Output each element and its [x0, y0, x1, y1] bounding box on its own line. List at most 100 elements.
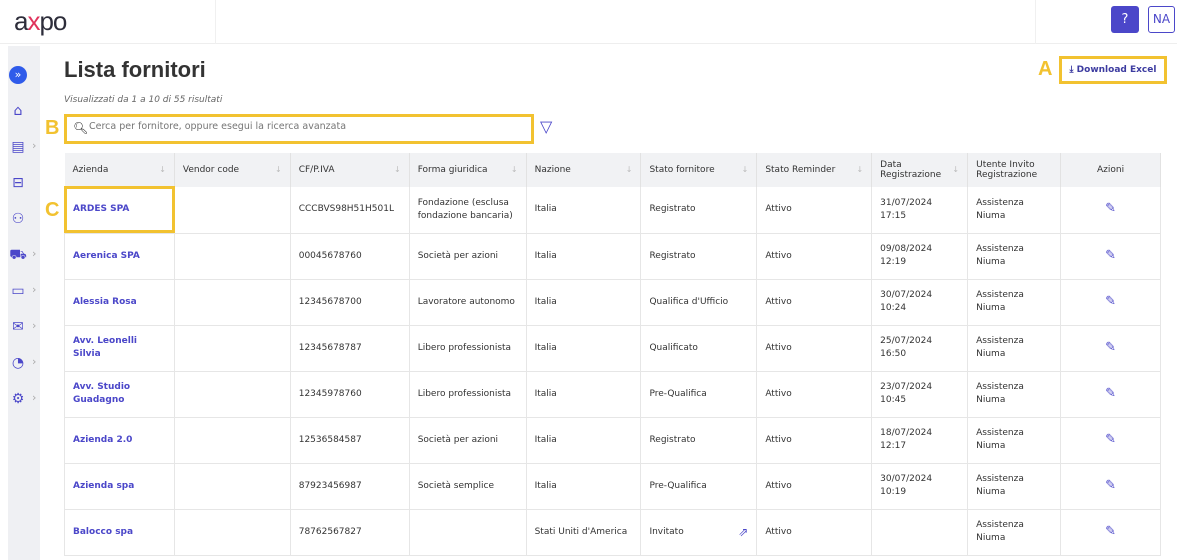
search-input[interactable] [89, 121, 519, 132]
sidebar-item-mail[interactable]: ✉ › [8, 314, 48, 342]
edit-icon[interactable]: ✎ [1105, 477, 1116, 493]
cell-actions: ✎ [1060, 279, 1161, 326]
utente-value: Assistenza Niuma [976, 290, 1024, 313]
sort-icon[interactable]: ↓ [625, 165, 633, 174]
cell-azienda[interactable]: Avv. Leonelli Silvia [64, 325, 175, 372]
column-header[interactable]: Stato Reminder ↓ [756, 153, 873, 187]
cell-cf: 12345678787 [290, 325, 410, 372]
cell-data [871, 509, 969, 556]
cell-cf: 78762567827 [290, 509, 410, 556]
sort-icon[interactable]: ↓ [510, 165, 518, 174]
cf-value: 78762567827 [298, 526, 362, 537]
reminder-value: Attivo [765, 434, 792, 445]
column-header[interactable]: Forma giuridica ↓ [409, 153, 527, 187]
azienda-value[interactable]: Azienda spa [73, 480, 135, 491]
column-header[interactable]: Azienda ↓ [64, 153, 175, 187]
sidebar-item-reports[interactable]: ◔ › [8, 350, 48, 378]
cell-data: 25/07/2024 16:50 [871, 325, 969, 372]
data-value: 30/07/2024 10:19 [880, 474, 933, 497]
column-header[interactable]: Nazione ↓ [526, 153, 642, 187]
sort-icon[interactable]: ↓ [159, 165, 166, 174]
cell-actions: ✎ [1060, 187, 1161, 234]
column-header-label: Forma giuridica [417, 165, 488, 175]
forma-value: Società per azioni [417, 250, 499, 261]
sidebar-item-home[interactable]: ⌂ [8, 98, 48, 126]
user-avatar-button[interactable]: NA [1148, 6, 1175, 33]
edit-icon[interactable]: ✎ [1105, 523, 1116, 539]
column-header[interactable]: Data Registrazione ↓ [871, 153, 969, 187]
sort-icon[interactable]: ↓ [275, 165, 282, 174]
sort-icon[interactable]: ↓ [393, 165, 401, 174]
sort-icon[interactable]: ↓ [952, 165, 960, 174]
cell-azienda[interactable]: Aerenica SPA [64, 233, 175, 280]
stato-value: Registrato [649, 250, 696, 261]
column-header-label: Data Registrazione [880, 160, 942, 180]
stato-value: Pre-Qualifica [649, 480, 707, 491]
edit-icon[interactable]: ✎ [1105, 385, 1116, 401]
users-icon: ⚇ [11, 211, 25, 227]
azienda-value[interactable]: Azienda 2.0 [73, 434, 133, 445]
edit-icon[interactable]: ✎ [1105, 201, 1116, 217]
azienda-value[interactable]: Aerenica SPA [73, 250, 140, 261]
column-header[interactable]: Azioni [1060, 153, 1161, 187]
axpo-logo[interactable]: axpo [14, 6, 67, 36]
download-icon: ⤓ [1069, 65, 1077, 75]
cell-azienda[interactable]: ARDES SPA [64, 187, 175, 234]
sidebar-item-suppliers[interactable]: ⛟ › [8, 242, 48, 270]
reminder-value: Attivo [765, 388, 792, 399]
cell-data: 09/08/2024 12:19 [871, 233, 969, 280]
annotation-label-b: B [45, 117, 60, 139]
cell-actions: ✎ [1060, 417, 1161, 464]
column-header[interactable]: Stato fornitore ↓ [640, 153, 758, 187]
edit-icon[interactable]: ✎ [1105, 293, 1116, 309]
cell-utente: Assistenza Niuma [967, 187, 1062, 234]
download-excel-button[interactable]: ⤓ Download Excel [1059, 56, 1167, 84]
azienda-value[interactable]: Balocco spa [73, 526, 134, 537]
sidebar-expand[interactable]: » [8, 62, 48, 90]
azienda-value[interactable]: ARDES SPA [73, 204, 130, 215]
sidebar-item-folder[interactable]: ▭ › [8, 278, 48, 306]
data-value: 30/07/2024 10:24 [880, 290, 933, 313]
cell-utente: Assistenza Niuma [967, 417, 1062, 464]
stato-value: Qualificato [649, 342, 698, 353]
cell-reminder: Attivo [756, 509, 873, 556]
reminder-value: Attivo [765, 342, 792, 353]
edit-icon[interactable]: ✎ [1105, 247, 1116, 263]
cell-azienda[interactable]: Avv. Studio Guadagno [64, 371, 175, 418]
edit-icon[interactable]: ✎ [1105, 431, 1116, 447]
sidebar-item-settings[interactable]: ⚙ › [8, 386, 48, 414]
cell-forma [409, 509, 527, 556]
cell-actions: ✎ [1060, 325, 1161, 372]
filter-icon[interactable]: ▽ [540, 117, 553, 136]
azienda-value[interactable]: Alessia Rosa [73, 296, 137, 307]
sidebar-item-users[interactable]: ⚇ [8, 206, 48, 234]
sidebar-item-profile[interactable]: ▤ › [8, 134, 48, 162]
reminder-value: Attivo [765, 250, 792, 261]
cell-forma: Società semplice [409, 463, 527, 510]
nazione-value: Italia [534, 250, 557, 261]
azienda-value[interactable]: Avv. Leonelli Silvia [73, 336, 137, 359]
column-header[interactable]: Utente Invito Registrazione [967, 153, 1062, 187]
edit-icon[interactable]: ✎ [1105, 339, 1116, 355]
cell-azienda[interactable]: Azienda 2.0 [64, 417, 175, 464]
cf-value: 12345678700 [298, 296, 362, 307]
cell-azienda[interactable]: Azienda spa [64, 463, 175, 510]
cell-azienda[interactable]: Alessia Rosa [64, 279, 175, 326]
cf-value: 12345978760 [298, 388, 362, 399]
external-link-icon[interactable]: ⇗ [738, 524, 749, 539]
cell-reminder: Attivo [756, 233, 873, 280]
id-card-icon: ▤ [11, 139, 25, 155]
sidebar: » ⌂ ▤ › ⊟ ⚇ ⛟ › ▭ › ✉ › ◔ › ⚙ › [8, 46, 40, 560]
help-button[interactable]: ? [1111, 6, 1139, 33]
stato-value: Registrato [649, 434, 696, 445]
azienda-value[interactable]: Avv. Studio Guadagno [73, 382, 131, 405]
sort-icon[interactable]: ↓ [741, 165, 749, 174]
column-header[interactable]: Vendor code ↓ [174, 153, 291, 187]
column-header[interactable]: CF/P.IVA ↓ [290, 153, 410, 187]
sort-icon[interactable]: ↓ [856, 165, 864, 174]
chevron-right-icon: › [32, 391, 37, 404]
sidebar-item-briefcase[interactable]: ⊟ [8, 170, 48, 198]
page-title: Lista fornitori [64, 57, 206, 82]
cell-azienda[interactable]: Balocco spa [64, 509, 175, 556]
nazione-value: Italia [534, 480, 557, 491]
